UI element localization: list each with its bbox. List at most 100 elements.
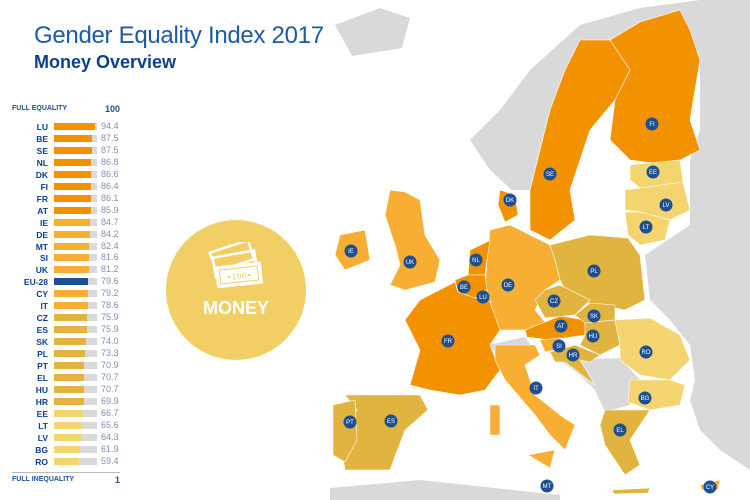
bar-row-hu: HU 70.7	[0, 384, 130, 395]
map-label-dot	[543, 167, 557, 181]
money-label: MONEY	[202, 298, 269, 318]
bar	[54, 326, 87, 334]
map-label-el: EL	[613, 423, 627, 437]
country-code: HU	[35, 384, 48, 395]
bar-track	[54, 338, 97, 346]
map-label-pt: PT	[343, 415, 357, 429]
bar-value: 85.9	[101, 204, 119, 215]
bar	[54, 218, 91, 226]
map-label-text: SE	[546, 172, 554, 178]
bar	[54, 206, 91, 214]
map-label-text: CY	[706, 485, 714, 491]
bar-row-dk: DK 86.6	[0, 169, 130, 180]
country-code: IE	[39, 217, 48, 228]
map-label-dot	[476, 290, 490, 304]
country-bg	[627, 379, 686, 411]
map-label-pl: PL	[587, 264, 601, 278]
bar-value: 70.9	[101, 360, 119, 370]
bar-track	[54, 350, 97, 358]
country-code: SK	[36, 337, 48, 348]
country-code: BE	[36, 133, 48, 144]
bar-row-de: DE 84.2	[0, 229, 130, 240]
country-code: EE	[36, 408, 48, 419]
bar	[54, 123, 95, 130]
country-se	[529, 39, 631, 241]
country-code: HR	[35, 396, 48, 407]
map-label-text: FI	[649, 122, 655, 128]
bar-track	[54, 362, 97, 369]
map-label-text: LU	[479, 295, 487, 301]
map-label-text: LT	[643, 225, 650, 231]
svg-text:•100•: •100•	[226, 271, 252, 283]
bar-track	[54, 409, 97, 417]
country-code: BG	[35, 444, 48, 455]
map-label-be: BE	[457, 280, 471, 294]
country-code: FI	[40, 181, 48, 192]
country-it	[489, 344, 576, 469]
bar-track	[54, 314, 97, 322]
bar-row-lv: LV 64.3	[0, 432, 130, 443]
map-label-dot	[587, 264, 601, 278]
map-label-dot	[645, 117, 659, 131]
map-label-text: HU	[589, 334, 598, 340]
bar-value: 84.7	[101, 216, 119, 227]
country-pt	[332, 399, 358, 463]
bar-value: 66.7	[101, 407, 119, 418]
bar-track	[54, 146, 97, 154]
bar	[54, 278, 89, 286]
bar-track	[54, 302, 97, 310]
map-label-ee: EE	[646, 165, 660, 179]
bar-row-pt: PT 70.9	[0, 360, 130, 371]
bar-track	[54, 123, 97, 130]
bar	[54, 230, 91, 238]
map-label-dot	[646, 165, 660, 179]
bar-track	[54, 445, 97, 453]
map-label-dot	[566, 348, 580, 362]
map-label-dot	[503, 193, 517, 207]
country-code: NL	[36, 157, 48, 168]
bar-value: 61.9	[101, 443, 119, 454]
map-label-dot	[540, 479, 554, 493]
map-label-de: DE	[501, 278, 515, 292]
country-code: DK	[35, 169, 48, 180]
map-label-dot	[586, 329, 600, 343]
bar-value: 79.2	[101, 288, 119, 299]
bar	[54, 457, 80, 465]
bar-track	[54, 266, 97, 274]
map-label-nl: NL	[469, 253, 483, 267]
bar-row-ro: RO 59.4	[0, 456, 130, 467]
bar-track	[54, 230, 97, 238]
map-label-text: IT	[533, 386, 539, 392]
map-label-ro: RO	[639, 345, 653, 359]
map-label-cy: CY	[703, 480, 717, 494]
map-label-text: RO	[642, 350, 651, 356]
bar-row-it: IT 78.6	[0, 300, 130, 311]
bar-value: 70.7	[101, 371, 119, 382]
country-code: RO	[35, 456, 48, 467]
bar	[54, 158, 92, 166]
map-label-si: SI	[552, 339, 566, 353]
bar-row-cy: CY 79.2	[0, 288, 130, 299]
bar-value: 94.4	[101, 121, 119, 131]
map-label-at: AT	[554, 319, 568, 333]
map-label-dot	[659, 198, 673, 212]
country-code: PL	[37, 349, 48, 360]
bar	[54, 350, 86, 358]
bar-row-mt: MT 82.4	[0, 241, 130, 252]
bar-value: 84.2	[101, 228, 119, 239]
country-code: DE	[36, 229, 48, 240]
bar-row-cz: CZ 75.9	[0, 312, 130, 323]
country-el	[599, 409, 651, 495]
map-label-es: ES	[384, 414, 398, 428]
bar-track	[54, 421, 97, 429]
bar-track	[54, 278, 97, 286]
bar-row-at: AT 85.9	[0, 205, 130, 216]
map-label-bg: BG	[638, 391, 652, 405]
bar-value: 86.6	[101, 168, 119, 179]
country-hr	[549, 344, 601, 386]
bar-track	[54, 385, 97, 393]
country-cz	[534, 284, 591, 319]
bar-value: 86.1	[101, 192, 119, 203]
country-code: CY	[36, 289, 48, 300]
